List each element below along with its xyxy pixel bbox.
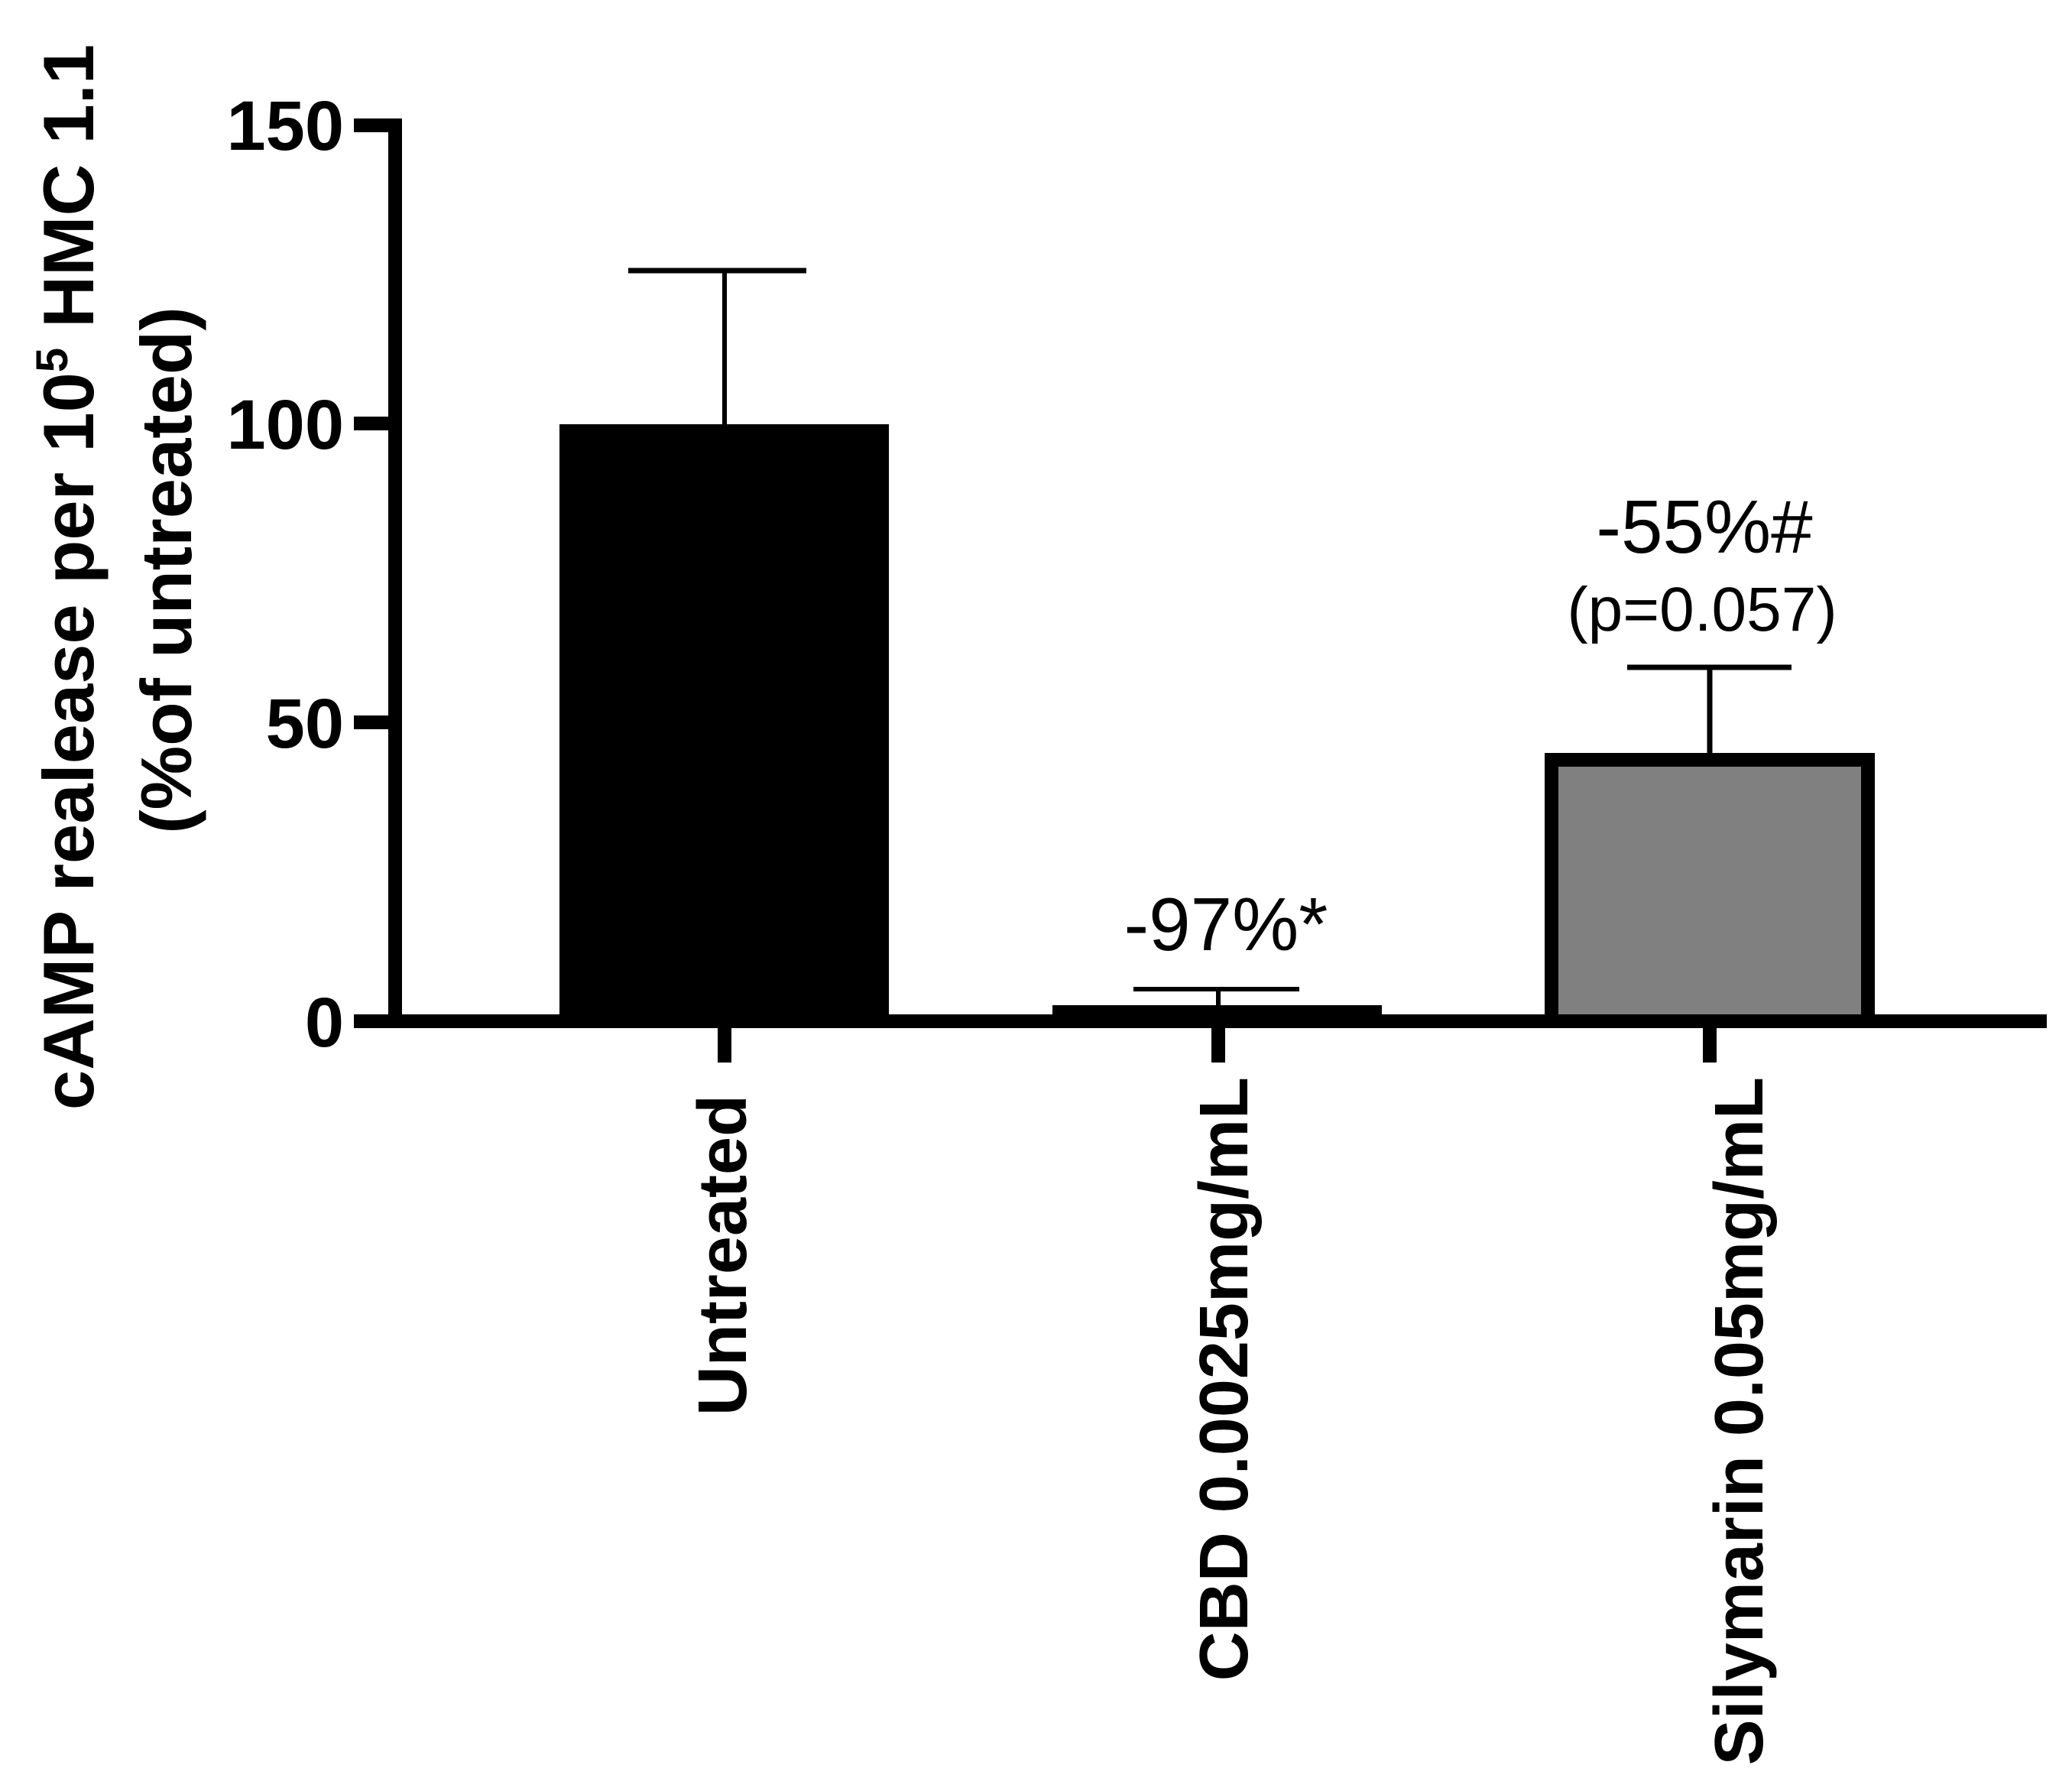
bar-silymarin: -55%# (p=0.057) (1545, 485, 1875, 1028)
y-tick-label-100: 100 (227, 386, 345, 464)
y-axis-tick-labels: 150 100 50 0 (227, 87, 345, 1062)
bar-rect (1545, 753, 1875, 1028)
x-axis-line (388, 1014, 2047, 1028)
x-tick-label-cbd: CBD 0.0025mg/mL (1186, 1077, 1263, 1681)
y-tick-100 (354, 417, 396, 430)
x-axis-tick-labels: Untreated CBD 0.0025mg/mL Silymarin 0.05… (685, 1077, 1778, 1765)
bar-rect (559, 424, 889, 1021)
x-tick-cbd (1211, 1028, 1225, 1063)
y-tick-0 (354, 1014, 396, 1028)
y-tick-50 (354, 715, 396, 729)
x-tick-untreated (718, 1028, 731, 1063)
x-tick-silymarin (1703, 1028, 1717, 1063)
annotation-silymarin-pvalue: (p=0.057) (1567, 575, 1837, 644)
annotation-cbd: -97%* (1124, 882, 1328, 966)
y-axis-title: cAMP realease per 105 HMC 1.1 (%of untre… (28, 44, 206, 1110)
y-tick-label-0: 0 (305, 984, 344, 1062)
x-tick-label-untreated: Untreated (685, 1095, 761, 1416)
x-axis-ticks (718, 1028, 1717, 1063)
x-tick-label-silymarin: Silymarin 0.05mg/mL (1701, 1077, 1778, 1765)
y-tick-label-150: 150 (227, 87, 345, 165)
y-tick-label-50: 50 (266, 685, 344, 763)
annotation-silymarin: -55%# (1596, 485, 1813, 569)
bar-untreated (559, 268, 889, 1021)
y-axis-line (388, 118, 402, 1028)
y-tick-150 (354, 118, 396, 132)
y-axis-ticks (354, 118, 396, 1028)
bar-cbd: -97%* (1052, 882, 1382, 1021)
y-axis-title-line2: (%of untreated) (126, 307, 206, 833)
y-axis-title-line1: cAMP realease per 105 HMC 1.1 (28, 44, 109, 1110)
